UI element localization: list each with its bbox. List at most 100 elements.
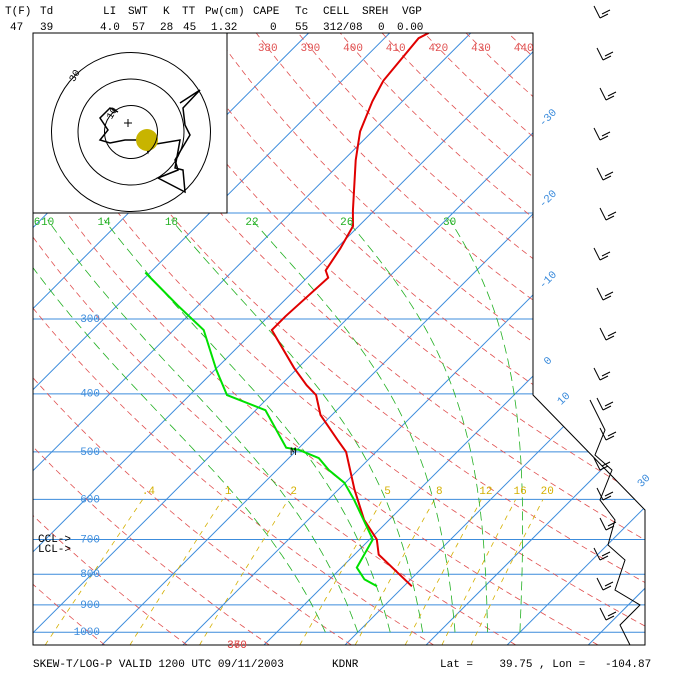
wind-barb [599, 327, 617, 341]
lcl-label: LCL-> [38, 544, 71, 556]
wind-barb [599, 87, 617, 101]
marker-label: M [290, 447, 297, 459]
dry-adiabat-label: 410 [386, 43, 406, 55]
y-tick-label: 800 [80, 569, 100, 581]
isotherm [344, 33, 645, 645]
dry-adiabat-label: 430 [471, 43, 491, 55]
mixing-ratio-label: 16 [513, 486, 526, 498]
dry-adiabat-extra [88, 33, 645, 645]
plot-border [32, 32, 646, 646]
data-layer [144, 33, 430, 588]
moist-adiabat [251, 219, 456, 633]
wind-barb [596, 47, 614, 61]
mixing-ratio-line [404, 499, 482, 645]
mixing-ratio-label: 8 [436, 486, 443, 498]
storm-motion [136, 129, 158, 151]
dry-adiabat-label: 380 [258, 43, 278, 55]
dry-adiabat [255, 33, 645, 645]
dry-adiabat-extra [33, 33, 270, 645]
mixing-ratio-label: 5 [384, 486, 391, 498]
wind-barb [593, 127, 611, 141]
y-tick-label: 300 [80, 314, 100, 326]
header-value: 45 [183, 22, 196, 34]
header-label: CELL [323, 6, 349, 18]
dewpoint-line [144, 271, 378, 588]
header-value: 0 [378, 22, 385, 34]
hodograph-ring [104, 105, 158, 159]
location: Lat = 39.75 , Lon = -104.87 [440, 659, 651, 671]
wind-barbs [589, 5, 641, 646]
wind-barb [599, 607, 617, 621]
header-label: Pw(cm) [205, 6, 245, 18]
header-label: Td [40, 6, 53, 18]
moist-adiabat-label: 22 [245, 217, 258, 229]
mixing-ratio-line [441, 499, 517, 645]
header-value: 47 [10, 22, 23, 34]
dry-adiabat-label: 370 [227, 640, 247, 652]
header-value: 55 [295, 22, 308, 34]
ccl-label: CCL-> [38, 534, 71, 546]
dry-adiabat-extra [33, 33, 645, 645]
isotherm-extra [425, 33, 645, 645]
wind-barb [593, 247, 611, 261]
mixing-ratio-line [354, 499, 435, 645]
wind-barb [596, 167, 614, 181]
isotherm [506, 33, 645, 645]
header-value: 0.00 [397, 22, 423, 34]
header-label: TT [182, 6, 196, 18]
isotherm-extra [33, 33, 472, 645]
header-label: T(F) [5, 6, 31, 18]
header-value: 312/08 [323, 22, 363, 34]
mixing-ratio-line [44, 499, 144, 645]
header-label: LI [103, 6, 116, 18]
mixing-ratio-line [470, 499, 544, 645]
y-tick-label: 700 [80, 534, 100, 546]
isotherm-extra [33, 33, 391, 645]
wind-barb [593, 5, 611, 19]
mixing-ratio-label: 2 [290, 486, 297, 498]
header-label: CAPE [253, 6, 280, 18]
temperature-line [270, 33, 430, 588]
mixing-ratio-line [299, 499, 384, 645]
dry-adiabat-extra [33, 33, 517, 645]
header-value: 28 [160, 22, 173, 34]
header-label: SWT [128, 6, 148, 18]
wind-barb [596, 487, 614, 501]
moist-adiabat [346, 219, 488, 633]
chart-title: SKEW-T/LOG-P VALID 1200 UTC 09/11/2003 [33, 659, 284, 671]
hodograph-ring-label: 10 [105, 106, 121, 122]
header-label: VGP [402, 6, 422, 18]
station: KDNR [332, 659, 359, 671]
dry-adiabat-extra [33, 33, 352, 645]
moist-adiabat-label: 6 [34, 217, 41, 229]
moist-adiabat-label: 30 [443, 217, 456, 229]
dry-adiabat-extra [46, 33, 645, 645]
hodograph: 30 10 [51, 52, 211, 212]
y-tick-label: 500 [80, 447, 100, 459]
moist-adiabat-label: 26 [340, 217, 353, 229]
dry-adiabat [171, 33, 645, 645]
moist-adiabat-label: 14 [98, 217, 112, 229]
y-tick-label: 900 [80, 600, 100, 612]
mixing-ratio-line [199, 499, 289, 645]
header-value: 4.0 [100, 22, 120, 34]
wind-profile [589, 399, 641, 646]
mixing-ratio-label: 20 [541, 486, 554, 498]
dry-adiabat-label: 400 [343, 43, 363, 55]
wind-barb [593, 457, 611, 471]
mixing-ratio-line [129, 499, 224, 645]
dry-adiabat-extra [33, 33, 599, 645]
header-value: 39 [40, 22, 53, 34]
moist-adiabat-label: 10 [41, 217, 54, 229]
dry-adiabat-label: 440 [514, 43, 534, 55]
wind-barb [593, 367, 611, 381]
moist-adiabat [103, 219, 391, 633]
hodograph-trace [98, 89, 201, 194]
mixing-ratio-label: 12 [479, 486, 492, 498]
hodograph-ring-label: 30 [68, 68, 84, 84]
wind-barb [596, 397, 614, 411]
mixing-ratio-label: 1 [225, 486, 232, 498]
wind-barb [593, 547, 611, 561]
isotherm-extra [33, 33, 553, 645]
